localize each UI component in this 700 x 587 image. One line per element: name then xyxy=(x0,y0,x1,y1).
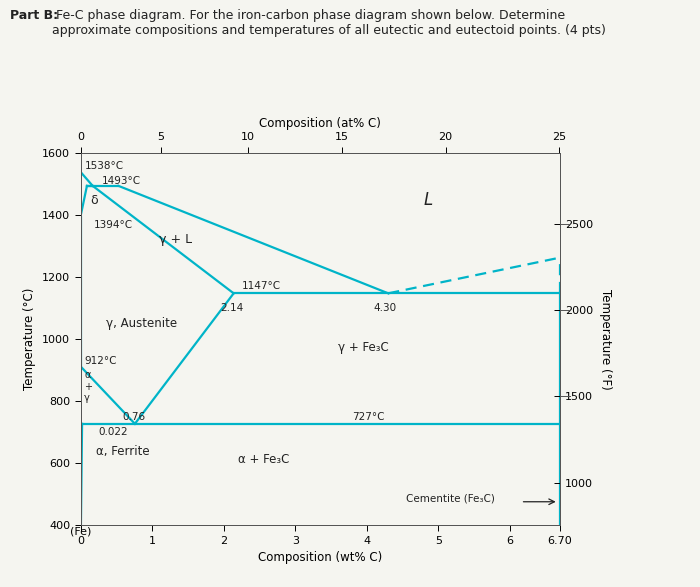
Text: α, Ferrite: α, Ferrite xyxy=(96,444,150,457)
Text: 0.022: 0.022 xyxy=(99,427,128,437)
Text: γ + Fe₃C: γ + Fe₃C xyxy=(338,342,389,355)
Text: 4.30: 4.30 xyxy=(374,303,397,313)
Text: 2.14: 2.14 xyxy=(220,303,244,313)
Text: 727°C: 727°C xyxy=(353,413,385,423)
Text: 1147°C: 1147°C xyxy=(241,281,281,291)
X-axis label: Composition (wt% C): Composition (wt% C) xyxy=(258,551,382,564)
Text: α + Fe₃C: α + Fe₃C xyxy=(238,453,289,466)
Y-axis label: Temperature (°C): Temperature (°C) xyxy=(23,288,36,390)
Text: α
+
γ: α + γ xyxy=(84,370,92,403)
Text: Cementite (Fe₃C): Cementite (Fe₃C) xyxy=(406,494,495,504)
Text: γ + L: γ + L xyxy=(159,232,192,246)
Text: γ, Austenite: γ, Austenite xyxy=(106,316,176,329)
X-axis label: Composition (at% C): Composition (at% C) xyxy=(259,117,382,130)
Y-axis label: Temperature (°F): Temperature (°F) xyxy=(598,289,612,389)
Text: 0.76: 0.76 xyxy=(122,413,145,423)
Text: (Fe): (Fe) xyxy=(70,527,91,537)
Text: Fe-C phase diagram. For the iron-carbon phase diagram shown below. Determine
app: Fe-C phase diagram. For the iron-carbon … xyxy=(52,9,606,37)
Text: 912°C: 912°C xyxy=(85,356,118,366)
Text: 1394°C: 1394°C xyxy=(93,220,132,231)
Text: 1493°C: 1493°C xyxy=(102,176,141,185)
Text: δ: δ xyxy=(90,194,97,207)
Text: Part B:: Part B: xyxy=(10,9,59,22)
Text: L: L xyxy=(424,191,433,210)
Text: 1538°C: 1538°C xyxy=(85,161,124,171)
